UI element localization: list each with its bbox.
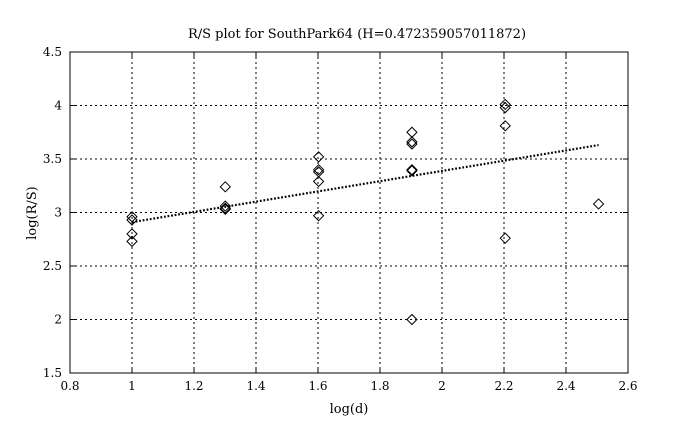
data-point-diamond xyxy=(406,313,418,326)
data-point-diamond xyxy=(312,151,325,163)
data-point-diamond xyxy=(406,138,418,150)
data-point-diamond xyxy=(406,136,418,148)
x-tick-label: 1.4 xyxy=(246,379,265,393)
data-point-diamond xyxy=(126,214,138,226)
data-point-diamond xyxy=(219,203,232,215)
x-tick-label: 2 xyxy=(438,379,446,393)
data-point-diamond xyxy=(406,163,418,176)
x-tick-label: 2.2 xyxy=(494,379,513,393)
axis-ticks xyxy=(69,51,629,374)
regression-fit-line xyxy=(131,144,599,224)
data-point-diamond xyxy=(592,198,605,210)
x-tick-label: 2.6 xyxy=(618,379,637,393)
y-tick-label: 3 xyxy=(54,206,62,220)
data-point-diamond xyxy=(499,120,511,132)
data-point-diamond xyxy=(499,232,511,244)
x-tick-label: 2.4 xyxy=(556,379,575,393)
data-point-diamond xyxy=(312,163,325,176)
data-point-diamond xyxy=(126,235,138,248)
y-axis-label: log(R/S) xyxy=(25,186,40,240)
data-point-diamond xyxy=(499,98,511,111)
y-tick-label: 4.5 xyxy=(43,45,62,59)
data-point-diamond xyxy=(406,126,418,138)
x-tick-label: 1 xyxy=(128,379,136,393)
x-tick-label: 1.6 xyxy=(308,379,327,393)
y-tick-label: 3.5 xyxy=(43,152,62,166)
x-tick-label: 1.2 xyxy=(184,379,203,393)
tick-labels: 0.8 1 1.2 1.4 1.6 1.8 2 2.2 2.4 2.6 1.5 2 2.5 3 3.5 4 4.… xyxy=(43,45,638,393)
data-point-diamond xyxy=(126,211,138,223)
x-tick-label: 1.8 xyxy=(370,379,389,393)
grid-lines xyxy=(70,52,628,373)
y-tick-label: 4 xyxy=(54,99,62,113)
x-axis-label: log(d) xyxy=(330,402,369,417)
y-tick-label: 2.5 xyxy=(43,259,62,273)
data-point-diamond xyxy=(312,175,325,188)
data-point-diamond xyxy=(406,165,418,177)
y-tick-label: 2 xyxy=(54,313,62,327)
data-point-diamond xyxy=(126,228,138,240)
data-point-diamond xyxy=(219,200,232,212)
data-point-diamond xyxy=(219,202,232,214)
data-point-diamond xyxy=(219,181,232,193)
x-tick-label: 0.8 xyxy=(60,379,79,393)
data-points xyxy=(126,98,605,326)
plot-frame xyxy=(69,51,629,374)
data-point-diamond xyxy=(312,210,325,222)
y-tick-label: 1.5 xyxy=(43,366,62,380)
data-point-diamond xyxy=(499,101,511,114)
chart-title: R/S plot for SouthPark64 (H=0.4723590570… xyxy=(188,27,526,42)
